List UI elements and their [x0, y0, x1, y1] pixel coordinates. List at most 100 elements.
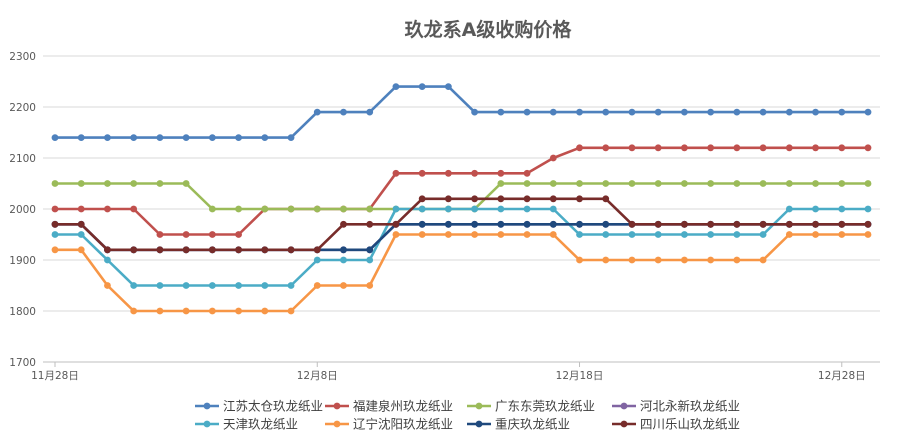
data-point — [51, 180, 59, 187]
data-point — [182, 180, 190, 187]
data-point — [287, 205, 295, 213]
data-point — [812, 205, 819, 213]
data-point — [235, 134, 242, 142]
data-point — [707, 220, 715, 228]
data-point — [785, 220, 793, 228]
data-point — [549, 205, 557, 213]
legend-swatch-marker — [620, 402, 628, 410]
data-point — [444, 169, 452, 177]
data-point — [130, 180, 138, 187]
data-point — [235, 246, 242, 254]
data-point — [156, 307, 164, 315]
series-line — [55, 223, 868, 252]
data-point — [707, 144, 715, 152]
data-point — [681, 144, 688, 152]
data-point — [418, 169, 426, 177]
data-point — [340, 108, 347, 116]
legend-label: 天津玖龙纸业 — [223, 417, 298, 432]
legend-item: 重庆玖龙纸业 — [467, 417, 570, 432]
data-point — [261, 282, 269, 289]
series-line — [55, 197, 868, 252]
series-line — [55, 207, 868, 287]
data-point — [576, 180, 583, 187]
data-point — [392, 169, 400, 177]
data-point — [707, 256, 715, 264]
data-point — [549, 180, 557, 187]
data-point — [654, 180, 662, 187]
legend-label: 江苏太仓玖龙纸业 — [223, 399, 323, 414]
y-tick-label: 2200 — [9, 102, 36, 114]
data-point — [130, 246, 138, 254]
data-point — [785, 205, 793, 213]
y-tick-label: 2300 — [9, 51, 36, 63]
data-point — [838, 205, 846, 213]
data-point — [313, 282, 321, 289]
data-point — [77, 231, 85, 238]
data-point — [261, 246, 269, 254]
data-point — [208, 231, 216, 238]
data-point — [77, 246, 85, 254]
data-point — [707, 231, 715, 238]
data-point — [733, 180, 741, 187]
data-point — [602, 180, 610, 187]
data-point — [418, 220, 426, 228]
data-point — [497, 180, 505, 187]
data-point — [654, 256, 662, 264]
data-point — [104, 246, 111, 254]
data-point — [523, 195, 531, 203]
data-point — [77, 180, 85, 187]
data-point — [313, 256, 321, 264]
data-point — [340, 282, 347, 289]
data-point — [838, 108, 846, 116]
data-point — [838, 144, 846, 152]
data-point — [707, 180, 715, 187]
data-point — [366, 205, 374, 213]
data-point — [104, 134, 111, 142]
legend-item: 四川乐山玖龙纸业 — [612, 417, 740, 432]
data-point — [602, 256, 610, 264]
data-point — [261, 134, 269, 142]
data-point — [51, 134, 59, 142]
data-point — [681, 108, 688, 116]
data-point — [182, 246, 190, 254]
data-point — [130, 205, 138, 213]
y-tick-label: 2100 — [9, 153, 36, 165]
data-point — [759, 180, 767, 187]
data-point — [208, 205, 216, 213]
data-point — [628, 256, 636, 264]
data-point — [785, 108, 793, 116]
data-point — [287, 282, 295, 289]
data-point — [497, 195, 505, 203]
data-point — [681, 180, 688, 187]
data-point — [838, 180, 846, 187]
data-point — [812, 108, 819, 116]
data-point — [759, 144, 767, 152]
data-point — [104, 282, 111, 289]
data-point — [471, 195, 479, 203]
data-point — [785, 144, 793, 152]
data-point — [759, 220, 767, 228]
data-point — [733, 231, 741, 238]
data-point — [51, 220, 59, 228]
data-point — [523, 180, 531, 187]
data-point — [707, 108, 715, 116]
data-point — [366, 282, 374, 289]
data-point — [287, 134, 295, 142]
data-point — [235, 205, 242, 213]
y-tick-label: 1700 — [9, 357, 36, 369]
series-line — [55, 146, 868, 236]
data-point — [602, 231, 610, 238]
data-point — [156, 134, 164, 142]
data-point — [208, 282, 216, 289]
x-tick-label: 12月8日 — [297, 370, 338, 382]
data-point — [340, 205, 347, 213]
data-point — [392, 231, 400, 238]
data-point — [576, 231, 583, 238]
legend-swatch-marker — [203, 420, 211, 428]
data-point — [104, 256, 111, 264]
data-point — [208, 134, 216, 142]
legend-label: 重庆玖龙纸业 — [495, 417, 570, 432]
data-point — [497, 205, 505, 213]
data-point — [77, 134, 85, 142]
